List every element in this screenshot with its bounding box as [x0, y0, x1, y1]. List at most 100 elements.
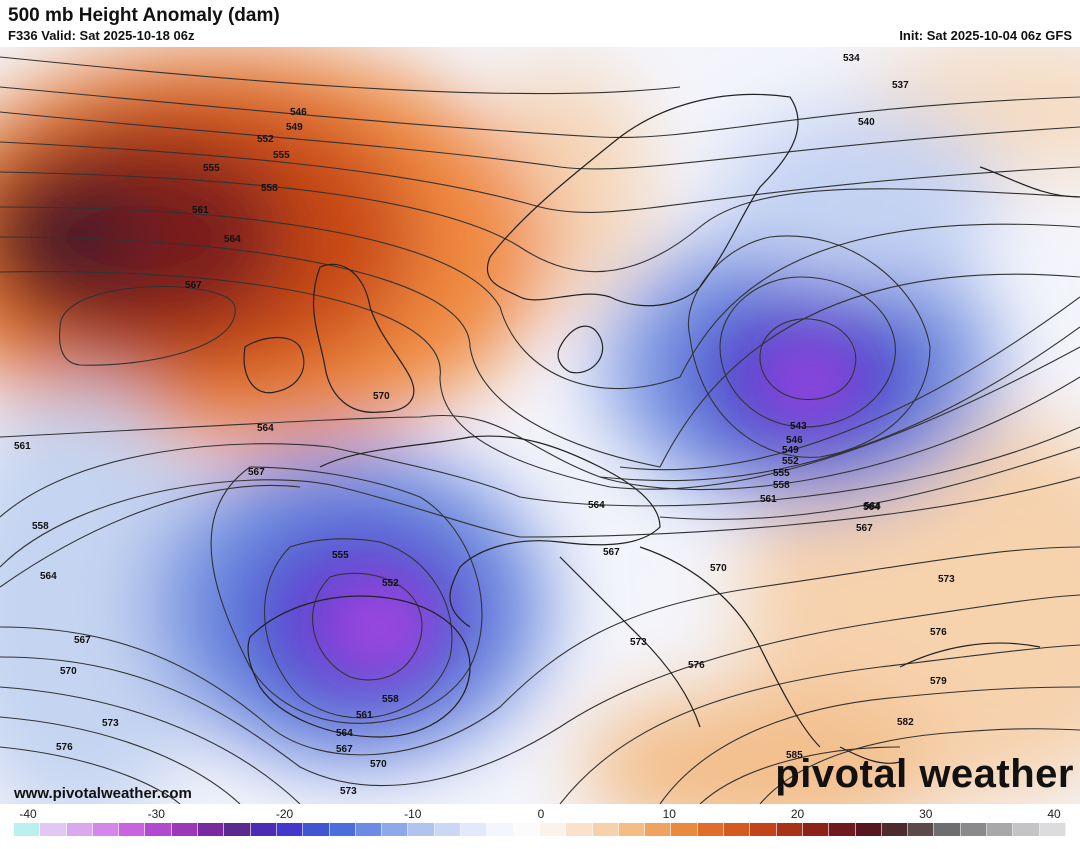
legend-tick-label: -10 [404, 807, 422, 821]
legend-swatch [276, 823, 304, 836]
legend-swatch [697, 823, 725, 836]
contour-label: 561 [14, 441, 31, 452]
legend-colorbar [14, 823, 1066, 836]
contour-label: 558 [773, 480, 790, 491]
legend-swatch [960, 823, 987, 836]
contour-label: 555 [273, 150, 290, 161]
contour-label: 570 [370, 759, 387, 770]
legend-swatch [750, 823, 777, 836]
legend-tick-label: 40 [1047, 807, 1061, 821]
contour-label: 540 [858, 117, 875, 128]
legend-tick-label: -20 [275, 807, 294, 821]
contour-label: 552 [257, 134, 274, 145]
weather-map[interactable]: 534 537 540 546 549 552 555 555 558 561 564 567 570 5… [0, 47, 1080, 804]
legend-swatch [645, 823, 672, 836]
legend-tick-label: 0 [537, 807, 545, 821]
legend-swatch [1013, 823, 1040, 836]
legend-swatch [908, 823, 935, 836]
legend-tick-label: -30 [147, 807, 165, 821]
contour-label: 564 [863, 502, 880, 513]
contour-label: 561 [356, 710, 373, 721]
legend-tick-label: 10 [662, 807, 676, 821]
contour-label: 555 [332, 550, 349, 561]
contour-label: 570 [373, 391, 390, 402]
contour-label: 567 [248, 467, 265, 478]
legend-swatch [802, 823, 830, 836]
legend-swatch [671, 823, 698, 836]
website-link[interactable]: www.pivotalweather.com [14, 785, 192, 802]
header: 500 mb Height Anomaly (dam) F336 Valid: … [0, 0, 1080, 47]
legend-swatch [829, 823, 856, 836]
contour-label: 561 [192, 205, 209, 216]
contour-label: 558 [261, 183, 278, 194]
contour-label: 570 [710, 563, 727, 574]
map-canvas: 5345375405465495525555555585615645675705… [0, 47, 1080, 804]
contour-label: 534 [843, 53, 860, 64]
contour-label: 567 [856, 523, 873, 534]
legend-swatch [40, 823, 67, 836]
contour-label: 564 [224, 234, 241, 245]
legend-ticks: -40 -30 -20 -10 0 10 20 30 40 [0, 807, 1080, 823]
anomaly-core [335, 350, 850, 662]
contour-label: 579 [930, 676, 947, 687]
legend-swatch [303, 823, 330, 836]
legend-swatch [250, 823, 277, 836]
legend-tick-label: -40 [19, 807, 37, 821]
contour-label: 552 [382, 578, 399, 589]
contour-label: 564 [336, 728, 353, 739]
contour-labels: 5345375405465495525555555585615645675705… [14, 53, 955, 797]
valid-time: F336 Valid: Sat 2025-10-18 06z [8, 28, 195, 43]
legend-swatch [119, 823, 146, 836]
contour-label: 576 [56, 742, 73, 753]
legend-swatch [434, 823, 462, 836]
legend-swatch [539, 823, 567, 836]
contour-label: 549 [782, 445, 799, 456]
brand-logo: pivotal weather [775, 752, 1074, 796]
contour-label: 564 [864, 501, 881, 512]
legend-swatch [881, 823, 909, 836]
contour-label: 552 [782, 456, 799, 467]
contour-label: 573 [102, 718, 119, 729]
legend-swatch [487, 823, 514, 836]
contour-label: 564 [588, 500, 605, 511]
legend-swatch [198, 823, 225, 836]
contour-label: 558 [382, 694, 399, 705]
legend-swatch [592, 823, 619, 836]
contour-label: 573 [938, 574, 955, 585]
contour-label: 546 [290, 107, 307, 118]
legend-tick-label: 30 [919, 807, 933, 821]
contour-label: 555 [773, 468, 790, 479]
legend-swatch [329, 823, 356, 836]
contour-label: 573 [340, 786, 357, 797]
legend-swatch [145, 823, 172, 836]
legend-swatch [171, 823, 199, 836]
legend-tick-label: 20 [790, 807, 805, 821]
legend-swatch [14, 823, 41, 836]
legend-swatch [408, 823, 435, 836]
contour-label: 549 [286, 122, 303, 133]
contour-label: 567 [74, 635, 91, 646]
legend-swatch [513, 823, 540, 836]
legend-swatch [1039, 823, 1066, 836]
legend-swatch [382, 823, 409, 836]
contour-label: 564 [257, 423, 274, 434]
contour-label: 537 [892, 80, 909, 91]
contour-label: 585 [786, 750, 803, 761]
contour-label: 558 [32, 521, 49, 532]
contour-label: 573 [630, 637, 647, 648]
contour-label: 567 [603, 547, 620, 558]
legend-swatch [355, 823, 383, 836]
legend-swatch [566, 823, 593, 836]
contour-label: 576 [930, 627, 947, 638]
contour-label: 567 [185, 280, 202, 291]
height-contours [0, 56, 1080, 804]
legend-swatch [224, 823, 251, 836]
legend-swatch [776, 823, 803, 836]
legend-swatch [66, 823, 93, 836]
legend-swatch [855, 823, 882, 836]
coastlines [243, 93, 1080, 764]
contour-label: 576 [688, 660, 705, 671]
legend-swatch [92, 823, 120, 836]
legend-swatch [934, 823, 961, 836]
contour-label: 564 [40, 571, 57, 582]
